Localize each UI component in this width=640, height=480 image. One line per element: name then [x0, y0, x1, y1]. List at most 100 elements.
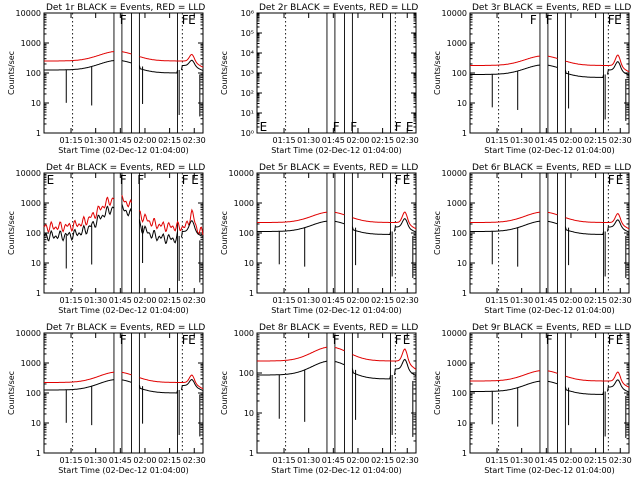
detector-panel-6: Det 6r BLACK = Events, RED = LLD 1 10 100 10… [433, 163, 632, 315]
flag-label: F [333, 333, 340, 347]
x-tick-label: 01:45 [535, 136, 558, 145]
y-tick-label: 1 [249, 449, 254, 458]
lld-series-line [43, 195, 204, 235]
y-tick-label: 10000 [442, 329, 467, 338]
y-axis-label: Counts/sec [433, 51, 442, 95]
x-tick-label: 02:15 [371, 136, 394, 145]
x-tick-label: 02:15 [158, 456, 181, 465]
lld-series-line [470, 211, 630, 230]
x-tick-label: 01:45 [322, 296, 345, 305]
flag-label: E [616, 333, 624, 347]
y-axis-label: Counts/sec [7, 51, 16, 95]
x-tick-label: 01:30 [297, 296, 320, 305]
x-tick-label: 01:15 [59, 296, 82, 305]
x-tick-label: 01:45 [109, 456, 132, 465]
detector-panel-5: Det 5r BLACK = Events, RED = LLD 1 10 100 10… [220, 163, 419, 315]
x-axis-label: Start Time (02-Dec-12 01:04:00) [58, 466, 189, 475]
detector-panel-9: Det 9r BLACK = Events, RED = LLD 1 10 100 10… [433, 323, 632, 475]
panel-title: Det 6r BLACK = Events, RED = LLD [472, 163, 631, 173]
flag-label: F [120, 13, 127, 27]
x-tick-label: 01:15 [59, 456, 82, 465]
y-tick-label: 10 [457, 259, 467, 268]
y-tick-label: 1000 [21, 359, 41, 368]
y-tick-label: 10000 [16, 169, 41, 178]
lld-series-line [257, 346, 417, 370]
lld-series-line [44, 371, 204, 390]
events-series-line [257, 358, 417, 380]
x-axis-label: Start Time (02-Dec-12 01:04:00) [58, 146, 189, 155]
lld-series-line [470, 54, 630, 73]
x-tick-label: 01:15 [272, 136, 295, 145]
flag-label: F [608, 173, 615, 187]
detector-panel-4: Det 4r BLACK = Events, RED = LLD 1 10 100 10… [7, 163, 206, 315]
y-tick-label: 10000 [229, 169, 254, 178]
x-tick-label: 01:15 [272, 456, 295, 465]
y-tick-label: 10⁶ [241, 9, 254, 18]
x-tick-label: 01:30 [510, 296, 533, 305]
x-tick-label: 02:00 [133, 456, 156, 465]
y-tick-label: 10 [31, 259, 41, 268]
x-tick-label: 02:00 [559, 296, 582, 305]
y-tick-label: 100 [452, 229, 467, 238]
flag-label: F [546, 13, 553, 27]
detector-panel-7: Det 7r BLACK = Events, RED = LLD 1 10 100 10… [7, 323, 206, 475]
x-tick-label: 02:30 [396, 456, 419, 465]
lld-series-line [257, 211, 417, 230]
x-tick-label: 02:00 [346, 296, 369, 305]
x-tick-label: 02:30 [183, 136, 206, 145]
x-tick-label: 01:30 [84, 296, 107, 305]
plot-frame [256, 12, 417, 134]
panel-title: Det 2r BLACK = Events, RED = LLD [259, 3, 418, 13]
x-tick-label: 02:30 [609, 136, 632, 145]
detector-panel-1: Det 1r BLACK = Events, RED = LLD 1 10 100 10… [7, 3, 206, 155]
panel-title: Det 7r BLACK = Events, RED = LLD [46, 323, 205, 333]
x-tick-label: 01:15 [485, 296, 508, 305]
y-tick-label: 10000 [16, 329, 41, 338]
x-tick-label: 02:30 [396, 136, 419, 145]
events-series-line [470, 379, 630, 395]
y-tick-label: 1 [36, 449, 41, 458]
flag-label: F [546, 333, 553, 347]
x-axis-label: Start Time (02-Dec-12 01:04:00) [484, 146, 615, 155]
x-tick-label: 02:15 [584, 136, 607, 145]
y-axis-label: Counts/sec [433, 211, 442, 255]
flag-label: F [395, 120, 402, 134]
flag-label: E [260, 120, 268, 134]
flag-label: E [188, 13, 196, 27]
y-tick-label: 1000 [234, 329, 254, 338]
lld-series-line [470, 370, 630, 388]
y-tick-label: 1000 [234, 199, 254, 208]
x-tick-label: 01:30 [84, 456, 107, 465]
x-tick-label: 01:30 [297, 456, 320, 465]
flag-label: F [350, 120, 357, 134]
y-axis-label: Counts/sec [7, 371, 16, 415]
y-tick-label: 10 [457, 99, 467, 108]
x-tick-label: 02:30 [183, 296, 206, 305]
x-tick-label: 01:45 [322, 136, 345, 145]
y-tick-label: 10000 [442, 9, 467, 18]
x-axis-label: Start Time (02-Dec-12 01:04:00) [484, 306, 615, 315]
x-tick-label: 02:15 [158, 296, 181, 305]
events-series-line [43, 204, 204, 244]
y-axis-label: Counts/sec [7, 211, 16, 255]
flag-label: F [120, 333, 127, 347]
y-tick-label: 100 [26, 389, 41, 398]
x-tick-label: 02:15 [584, 456, 607, 465]
flag-label: F [120, 173, 127, 187]
x-tick-label: 01:30 [297, 136, 320, 145]
flag-label: E [614, 13, 622, 27]
x-tick-label: 02:00 [559, 456, 582, 465]
x-tick-label: 01:45 [322, 456, 345, 465]
panel-title: Det 5r BLACK = Events, RED = LLD [259, 163, 418, 173]
x-axis-label: Start Time (02-Dec-12 01:04:00) [271, 146, 402, 155]
detector-panel-8: Det 8r BLACK = Events, RED = LLD 1 10 100 10… [220, 323, 419, 475]
detector-panel-3: Det 3r BLACK = Events, RED = LLD 1 10 100 10… [433, 3, 632, 155]
x-axis-label: Start Time (02-Dec-12 01:04:00) [271, 306, 402, 315]
y-axis-label: Counts/sec [433, 371, 442, 415]
x-tick-label: 02:30 [396, 296, 419, 305]
flag-label: F [395, 173, 402, 187]
x-tick-label: 02:15 [371, 296, 394, 305]
y-tick-label: 100 [452, 69, 467, 78]
x-tick-label: 01:30 [510, 456, 533, 465]
lld-series-line [44, 51, 204, 68]
